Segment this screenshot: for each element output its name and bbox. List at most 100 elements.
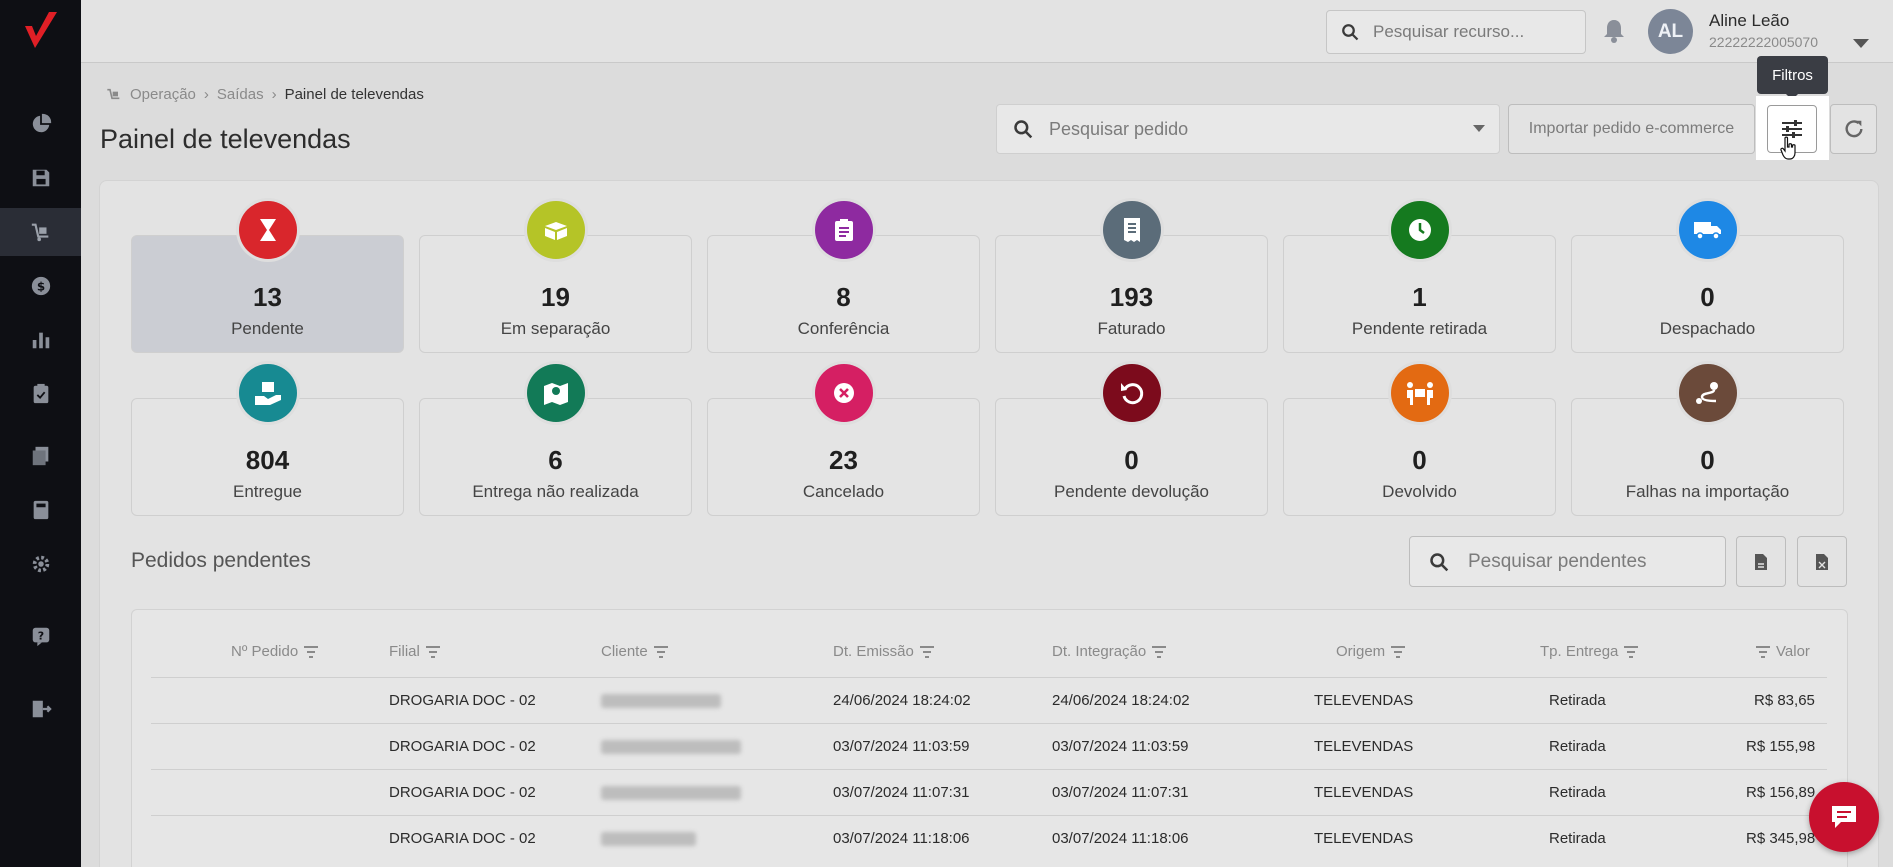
status-value: 804 bbox=[245, 445, 290, 475]
sidebar-item-dashboard[interactable] bbox=[0, 100, 81, 148]
column-header-filial[interactable]: Filial bbox=[389, 643, 440, 660]
export-excel-button[interactable] bbox=[1797, 536, 1847, 587]
column-header-valor[interactable]: Valor bbox=[1756, 643, 1810, 660]
status-card-pendente-devolucao[interactable]: 0 Pendente devolução bbox=[995, 364, 1268, 516]
status-icon-bubble bbox=[1390, 201, 1449, 259]
filter-icon[interactable] bbox=[1152, 645, 1167, 658]
status-card-pendente[interactable]: 13 Pendente bbox=[131, 201, 404, 353]
status-label: Entregue bbox=[233, 482, 302, 501]
status-value: 8 bbox=[836, 282, 851, 312]
filter-icon[interactable] bbox=[1624, 645, 1639, 658]
breadcrumb-operacao[interactable]: Operação bbox=[130, 86, 196, 103]
status-card-despachado[interactable]: 0 Despachado bbox=[1571, 201, 1844, 353]
status-card-devolvido[interactable]: 0 Devolvido bbox=[1283, 364, 1556, 516]
user-menu-caret-icon[interactable] bbox=[1853, 36, 1869, 54]
status-card-pendente-retirada[interactable]: 1 Pendente retirada bbox=[1283, 201, 1556, 353]
status-card-em-separacao[interactable]: 19 Em separação bbox=[419, 201, 692, 353]
cell-valor: R$ 155,98 bbox=[1746, 738, 1816, 755]
pending-orders-title: Pedidos pendentes bbox=[131, 549, 311, 572]
column-header-emissao[interactable]: Dt. Emissão bbox=[833, 643, 934, 660]
cell-valor: R$ 83,65 bbox=[1754, 692, 1815, 709]
status-icon-bubble bbox=[238, 201, 297, 259]
receipt-icon bbox=[1123, 218, 1140, 242]
sidebar-item-documentos[interactable] bbox=[0, 432, 81, 480]
refresh-button[interactable] bbox=[1830, 104, 1877, 154]
status-label: Cancelado bbox=[802, 482, 885, 501]
search-icon bbox=[1014, 120, 1033, 139]
export-pdf-button[interactable] bbox=[1736, 536, 1786, 587]
status-card-falhas-importacao[interactable]: 0 Falhas na importação bbox=[1571, 364, 1844, 516]
bar-chart-icon bbox=[32, 332, 49, 349]
sidebar-item-sair[interactable] bbox=[0, 685, 81, 733]
gear-icon bbox=[32, 555, 49, 573]
cell-tipo-entrega: Retirada bbox=[1549, 784, 1606, 801]
breadcrumb-saidas[interactable]: Saídas bbox=[216, 86, 264, 103]
sidebar-item-tarefas[interactable] bbox=[0, 370, 81, 418]
status-value: 0 bbox=[1700, 445, 1715, 475]
column-header-numero[interactable]: Nº Pedido bbox=[231, 643, 319, 660]
cell-filial: DROGARIA DOC - 02 bbox=[389, 784, 536, 801]
document-stack-icon bbox=[32, 446, 48, 466]
status-icon-bubble bbox=[526, 201, 585, 259]
sidebar-item-ajuda[interactable]: ? bbox=[0, 612, 81, 660]
status-label: Pendente bbox=[231, 319, 304, 338]
chevron-down-icon bbox=[1473, 125, 1485, 132]
order-search-select[interactable]: Pesquisar pedido bbox=[996, 104, 1500, 154]
user-avatar[interactable]: AL bbox=[1648, 9, 1693, 54]
pdf-file-icon bbox=[1755, 553, 1767, 570]
filter-icon[interactable] bbox=[653, 645, 668, 658]
breadcrumb: Operação › Saídas › Painel de televendas bbox=[106, 86, 424, 103]
route-icon bbox=[1695, 382, 1718, 404]
sidebar-item-livro[interactable] bbox=[0, 486, 81, 534]
pending-orders-table bbox=[131, 609, 1848, 867]
sidebar-item-financeiro[interactable]: $ bbox=[0, 262, 81, 310]
status-card-entrega-nao-realizada[interactable]: 6 Entrega não realizada bbox=[419, 364, 692, 516]
page-title: Painel de televendas bbox=[100, 124, 351, 154]
status-card-entregue[interactable]: 804 Entregue bbox=[131, 364, 404, 516]
refresh-icon bbox=[1845, 120, 1863, 138]
sidebar-item-relatorios[interactable] bbox=[0, 316, 81, 364]
cell-integracao: 03/07/2024 11:07:31 bbox=[1052, 784, 1189, 801]
clipboard-check-icon bbox=[33, 383, 48, 404]
column-header-label: Tp. Entrega bbox=[1540, 643, 1619, 660]
status-card-cancelado[interactable]: 23 Cancelado bbox=[707, 364, 980, 516]
cell-cliente-redacted bbox=[601, 786, 741, 800]
pending-search-input[interactable]: Pesquisar pendentes bbox=[1409, 536, 1726, 587]
chat-button[interactable] bbox=[1809, 782, 1879, 852]
hourglass-icon bbox=[259, 219, 276, 241]
status-card-conferencia[interactable]: 8 Conferência bbox=[707, 201, 980, 353]
resource-search-input[interactable]: Pesquisar recurso... bbox=[1326, 10, 1586, 54]
filter-icon[interactable] bbox=[919, 645, 934, 658]
filter-icon[interactable] bbox=[1391, 645, 1406, 658]
notifications-bell-icon[interactable] bbox=[1602, 18, 1626, 49]
filter-icon[interactable] bbox=[425, 645, 440, 658]
boxes-icon bbox=[544, 222, 567, 240]
filter-icon[interactable] bbox=[304, 645, 319, 658]
status-icon-bubble bbox=[1102, 201, 1161, 259]
column-header-tipo-entrega[interactable]: Tp. Entrega bbox=[1540, 643, 1639, 660]
cell-origem: TELEVENDAS bbox=[1314, 738, 1414, 755]
row-divider bbox=[151, 815, 1827, 816]
book-icon bbox=[33, 500, 48, 520]
status-value: 0 bbox=[1412, 445, 1427, 475]
sidebar-item-save[interactable] bbox=[0, 154, 81, 202]
app-logo[interactable] bbox=[0, 0, 81, 62]
import-ecommerce-button[interactable]: Importar pedido e-commerce bbox=[1508, 104, 1755, 154]
status-icon-bubble bbox=[238, 364, 297, 422]
status-card-faturado[interactable]: 193 Faturado bbox=[995, 201, 1268, 353]
column-header-cliente[interactable]: Cliente bbox=[601, 643, 668, 660]
logout-icon bbox=[32, 700, 52, 718]
status-value: 0 bbox=[1700, 282, 1715, 312]
row-divider bbox=[151, 769, 1827, 770]
cell-origem: TELEVENDAS bbox=[1314, 830, 1414, 847]
excel-file-icon bbox=[1816, 553, 1828, 570]
sliders-icon bbox=[1782, 120, 1802, 138]
sidebar-item-operacao[interactable] bbox=[0, 208, 81, 256]
column-header-integracao[interactable]: Dt. Integração bbox=[1052, 643, 1167, 660]
sidebar: $ ? bbox=[0, 0, 81, 867]
filter-icon[interactable] bbox=[1756, 645, 1770, 658]
column-header-origem[interactable]: Origem bbox=[1336, 643, 1406, 660]
topbar: Pesquisar recurso... AL Aline Leão 22222… bbox=[81, 0, 1893, 63]
user-document: 22222222005070 bbox=[1709, 34, 1819, 50]
sidebar-item-configuracoes[interactable] bbox=[0, 540, 81, 588]
